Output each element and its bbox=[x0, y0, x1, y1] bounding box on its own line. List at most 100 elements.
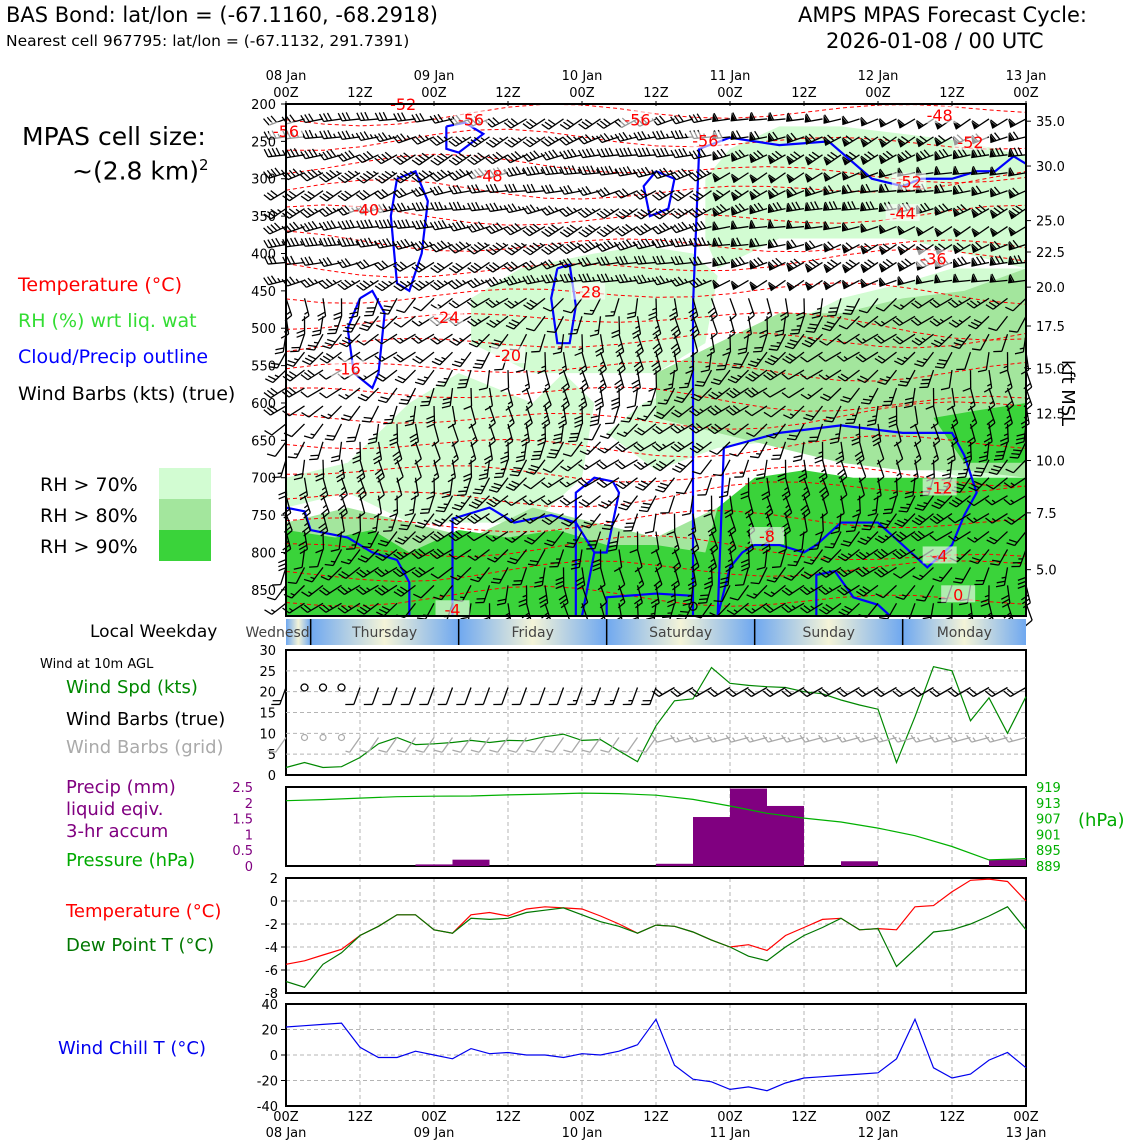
wind-barb-full bbox=[451, 280, 460, 288]
wind-barb-full bbox=[377, 542, 387, 547]
wind-barb-full bbox=[310, 169, 319, 176]
wind-barb-staff bbox=[332, 423, 343, 441]
wind-barb-full bbox=[304, 150, 310, 159]
wind-barb-full bbox=[381, 585, 389, 592]
wind-barb-full bbox=[489, 184, 495, 193]
wind-barb-full bbox=[291, 346, 301, 349]
wind-barb-full bbox=[448, 267, 457, 274]
wind-barb-half bbox=[514, 300, 519, 305]
wind-barb-half bbox=[318, 240, 322, 245]
wind-barb bbox=[515, 352, 528, 373]
wind-barb-full bbox=[430, 284, 438, 291]
wind-barb-full bbox=[270, 405, 278, 412]
wind-barb-staff bbox=[449, 477, 454, 496]
wind-barb-full bbox=[392, 337, 401, 344]
wind-barb-full bbox=[359, 191, 367, 199]
wind-barb-staff bbox=[363, 279, 379, 291]
wind-barb-staff bbox=[311, 567, 324, 583]
wind-barb-half bbox=[388, 280, 393, 285]
wind-barb-staff bbox=[350, 315, 361, 333]
wind-barb-full bbox=[266, 389, 275, 397]
wind-barb-full bbox=[522, 167, 528, 176]
wind-barb-full bbox=[434, 357, 443, 363]
wind-barb-full bbox=[474, 488, 484, 491]
wind-barb-full bbox=[290, 237, 296, 247]
wind-barb bbox=[504, 423, 514, 447]
wind-barb-full bbox=[301, 526, 310, 533]
wind-barb-staff bbox=[705, 477, 713, 496]
wind-barb-full bbox=[537, 437, 546, 442]
cell-size-sup: 2 bbox=[199, 156, 209, 174]
wind-barb bbox=[860, 259, 879, 274]
wind-barb-staff bbox=[513, 315, 527, 330]
wind-barb-full bbox=[337, 283, 345, 291]
wind-barb-full bbox=[377, 133, 385, 141]
wind-barb-staff bbox=[508, 190, 527, 193]
wind-barb-half bbox=[460, 596, 465, 599]
wind-barb bbox=[430, 152, 453, 166]
wind-barb-full bbox=[503, 122, 512, 129]
wind-barb-full bbox=[341, 570, 350, 577]
wind-barb-full bbox=[340, 560, 350, 565]
wind-barb bbox=[878, 277, 897, 287]
wind-barb-full bbox=[531, 350, 540, 353]
wind-barb-full bbox=[448, 173, 456, 181]
wind-barb-full bbox=[452, 185, 458, 194]
wind-barb-staff bbox=[338, 441, 343, 460]
wind-barb-half bbox=[480, 279, 485, 284]
wind-barb bbox=[670, 190, 694, 202]
wind-barb-full bbox=[263, 409, 271, 416]
wind-barb-full bbox=[271, 148, 277, 157]
wind-barb-full bbox=[505, 324, 515, 330]
wind-barb-full bbox=[479, 473, 488, 477]
wind-barb bbox=[394, 369, 416, 384]
wind-barb-full bbox=[458, 152, 467, 159]
wind-barb bbox=[300, 148, 324, 160]
wind-barb-half bbox=[295, 208, 300, 213]
wind-barb-full bbox=[308, 129, 314, 139]
wind-barb bbox=[374, 351, 398, 362]
wind-barb-full bbox=[466, 301, 475, 308]
wind-barb-full bbox=[437, 220, 444, 229]
wind-barb-full bbox=[488, 155, 497, 163]
wind-barb-full bbox=[378, 282, 386, 289]
wind-barb bbox=[786, 239, 805, 250]
wind-barb-full bbox=[322, 345, 331, 350]
wind-barb-half bbox=[344, 393, 350, 398]
wind-barb-full bbox=[364, 111, 370, 121]
wind-barb-staff bbox=[360, 118, 379, 122]
wind-barb-full bbox=[360, 112, 366, 121]
wind-barb bbox=[485, 530, 509, 542]
wind-barb-full bbox=[292, 221, 300, 230]
wind-barb-full bbox=[303, 604, 312, 611]
isotherm-line bbox=[285, 230, 1027, 253]
wind-barb-full bbox=[467, 517, 475, 524]
wind-barb bbox=[374, 566, 398, 578]
wind-barb-staff bbox=[490, 208, 509, 213]
wind-barb bbox=[373, 441, 383, 465]
wind-barb-full bbox=[414, 458, 422, 465]
wind-barb bbox=[374, 260, 398, 271]
wind-barb-full bbox=[280, 333, 289, 339]
wind-barb-full bbox=[418, 134, 426, 142]
wind-barb-full bbox=[525, 327, 535, 332]
wind-barb-full bbox=[357, 396, 367, 402]
wind-barb-half bbox=[428, 170, 433, 175]
wind-barb-full bbox=[285, 373, 294, 380]
wind-barb-full bbox=[398, 402, 408, 405]
wind-barb-full bbox=[352, 455, 361, 460]
wind-barb-full bbox=[523, 418, 532, 426]
wind-barb-full bbox=[526, 138, 534, 146]
wind-barb bbox=[337, 130, 361, 140]
wind-barb bbox=[374, 238, 398, 249]
wind-barb-half bbox=[462, 136, 467, 141]
wind-barb-full bbox=[436, 262, 445, 269]
wind-barb-full bbox=[356, 339, 365, 346]
wind-barb-full bbox=[596, 148, 602, 158]
wind-barb-full bbox=[507, 300, 516, 307]
wind-barb-full bbox=[451, 138, 460, 145]
wind-barb-half bbox=[351, 280, 356, 284]
wind-barb-full bbox=[415, 355, 424, 362]
wind-barb-full bbox=[507, 120, 515, 127]
wind-barb bbox=[633, 208, 657, 220]
